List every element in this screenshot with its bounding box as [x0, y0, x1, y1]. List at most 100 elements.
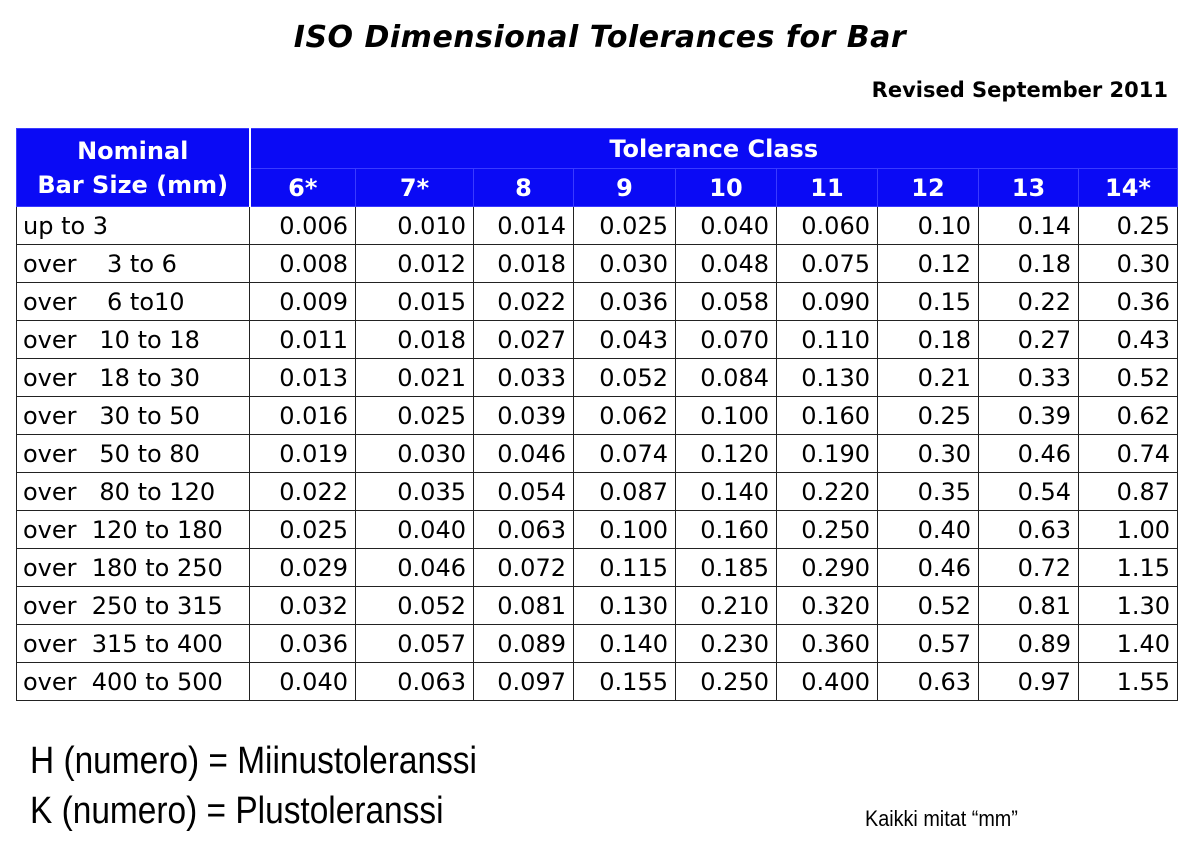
tolerance-cell: 0.052 [355, 586, 474, 625]
tolerance-cell: 0.063 [355, 662, 474, 701]
tolerance-cell: 0.63 [877, 662, 979, 701]
tolerance-cell: 0.040 [355, 510, 474, 549]
tolerance-cell: 0.029 [249, 548, 356, 587]
tolerance-cell: 0.070 [675, 320, 777, 359]
tolerance-cell: 1.40 [1078, 624, 1178, 663]
table-row: over 80 to 120 0.022 0.035 0.054 0.087 0.140 0… [16, 472, 1178, 511]
tolerance-cell: 0.30 [1078, 244, 1178, 283]
row-size-label: over 250 to 315 [16, 586, 250, 625]
tolerance-cell: 0.12 [877, 244, 979, 283]
tolerance-cell: 0.016 [249, 396, 356, 435]
tolerance-cell: 0.25 [1078, 206, 1178, 245]
tolerance-cell: 0.81 [978, 586, 1079, 625]
tolerance-cell: 0.33 [978, 358, 1079, 397]
tolerance-cell: 0.21 [877, 358, 979, 397]
tolerance-cell: 0.084 [675, 358, 777, 397]
tolerance-cell: 0.025 [355, 396, 474, 435]
tolerance-cell: 0.250 [776, 510, 878, 549]
tolerance-cell: 0.72 [978, 548, 1079, 587]
tolerance-cell: 0.46 [877, 548, 979, 587]
tolerance-cell: 0.210 [675, 586, 777, 625]
tolerance-cell: 0.100 [675, 396, 777, 435]
tolerance-cell: 0.040 [249, 662, 356, 701]
tolerance-cell: 0.057 [355, 624, 474, 663]
tolerance-cell: 0.100 [573, 510, 676, 549]
tolerance-cell: 0.220 [776, 472, 878, 511]
tolerance-cell: 0.89 [978, 624, 1079, 663]
tolerance-table: Nominal Bar Size (mm) Tolerance Class 6*… [16, 128, 1178, 701]
tolerance-cell: 1.55 [1078, 662, 1178, 701]
header-class-4: 10 [675, 168, 777, 207]
tolerance-cell: 0.010 [355, 206, 474, 245]
tolerance-cell: 0.14 [978, 206, 1079, 245]
row-size-label: over 120 to 180 [16, 510, 250, 549]
tolerance-cell: 0.025 [249, 510, 356, 549]
tolerance-cell: 0.39 [978, 396, 1079, 435]
tolerance-cell: 0.54 [978, 472, 1079, 511]
header-class-1: 7* [355, 168, 474, 207]
tolerance-cell: 0.74 [1078, 434, 1178, 473]
tolerance-cell: 0.62 [1078, 396, 1178, 435]
tolerance-cell: 0.048 [675, 244, 777, 283]
tolerance-cell: 0.032 [249, 586, 356, 625]
table-row: over 250 to 315 0.032 0.052 0.081 0.130 0.210… [16, 586, 1178, 625]
tolerance-cell: 0.160 [776, 396, 878, 435]
tolerance-cell: 0.081 [473, 586, 574, 625]
tolerance-cell: 0.18 [978, 244, 1079, 283]
tolerance-cell: 0.014 [473, 206, 574, 245]
tolerance-cell: 0.140 [573, 624, 676, 663]
table-row: over 6 to10 0.009 0.015 0.022 0.036 0.058 0.09… [16, 282, 1178, 321]
tolerance-cell: 0.063 [473, 510, 574, 549]
tolerance-cell: 0.006 [249, 206, 356, 245]
tolerance-cell: 0.062 [573, 396, 676, 435]
tolerance-cell: 0.087 [573, 472, 676, 511]
header-class-2: 8 [473, 168, 574, 207]
tolerance-cell: 0.160 [675, 510, 777, 549]
tolerance-cell: 0.57 [877, 624, 979, 663]
page-title: ISO Dimensional Tolerances for Bar [293, 20, 907, 55]
tolerance-cell: 0.008 [249, 244, 356, 283]
row-size-label: over 10 to 18 [16, 320, 250, 359]
tolerance-cell: 0.190 [776, 434, 878, 473]
tolerance-cell: 0.035 [355, 472, 474, 511]
tolerance-cell: 0.10 [877, 206, 979, 245]
table-row: over 50 to 80 0.019 0.030 0.046 0.074 0.120 0.… [16, 434, 1178, 473]
tolerance-cell: 0.046 [473, 434, 574, 473]
table-row: over 30 to 50 0.016 0.025 0.039 0.062 0.100 0.… [16, 396, 1178, 435]
table-row: over 315 to 400 0.036 0.057 0.089 0.140 0.230… [16, 624, 1178, 663]
row-size-label: over 80 to 120 [16, 472, 250, 511]
tolerance-cell: 0.18 [877, 320, 979, 359]
row-size-label: over 3 to 6 [16, 244, 250, 283]
tolerance-cell: 0.110 [776, 320, 878, 359]
header-class-3: 9 [573, 168, 676, 207]
tolerance-cell: 0.046 [355, 548, 474, 587]
tolerance-cell: 0.97 [978, 662, 1079, 701]
tolerance-cell: 0.22 [978, 282, 1079, 321]
tolerance-cell: 0.018 [355, 320, 474, 359]
tolerance-cell: 0.25 [877, 396, 979, 435]
tolerance-cell: 0.036 [573, 282, 676, 321]
tolerance-cell: 0.40 [877, 510, 979, 549]
tolerance-cell: 0.290 [776, 548, 878, 587]
table-row: over 18 to 30 0.013 0.021 0.033 0.052 0.084 0.… [16, 358, 1178, 397]
tolerance-cell: 0.019 [249, 434, 356, 473]
note-units: Kaikki mitat “mm” [865, 806, 1018, 831]
row-size-label: over 315 to 400 [16, 624, 250, 663]
tolerance-cell: 0.015 [355, 282, 474, 321]
header-nominal-bar-size: Nominal Bar Size (mm) [16, 128, 251, 207]
tolerance-cell: 0.033 [473, 358, 574, 397]
table-row: over 400 to 500 0.040 0.063 0.097 0.155 0.250… [16, 662, 1178, 701]
note-h-minus-tolerance: H (numero) = Miinustoleranssi [30, 740, 477, 782]
row-size-label: up to 3 [16, 206, 250, 245]
header-class-8: 14* [1078, 168, 1178, 207]
row-size-label: over 50 to 80 [16, 434, 250, 473]
row-size-label: over 180 to 250 [16, 548, 250, 587]
tolerance-cell: 0.46 [978, 434, 1079, 473]
tolerance-cell: 0.185 [675, 548, 777, 587]
row-size-label: over 400 to 500 [16, 662, 250, 701]
header-class-7: 13 [978, 168, 1079, 207]
tolerance-cell: 0.089 [473, 624, 574, 663]
header-class-0: 6* [249, 168, 356, 207]
table-row: over 3 to 6 0.008 0.012 0.018 0.030 0.048 0.07… [16, 244, 1178, 283]
tolerance-cell: 0.013 [249, 358, 356, 397]
